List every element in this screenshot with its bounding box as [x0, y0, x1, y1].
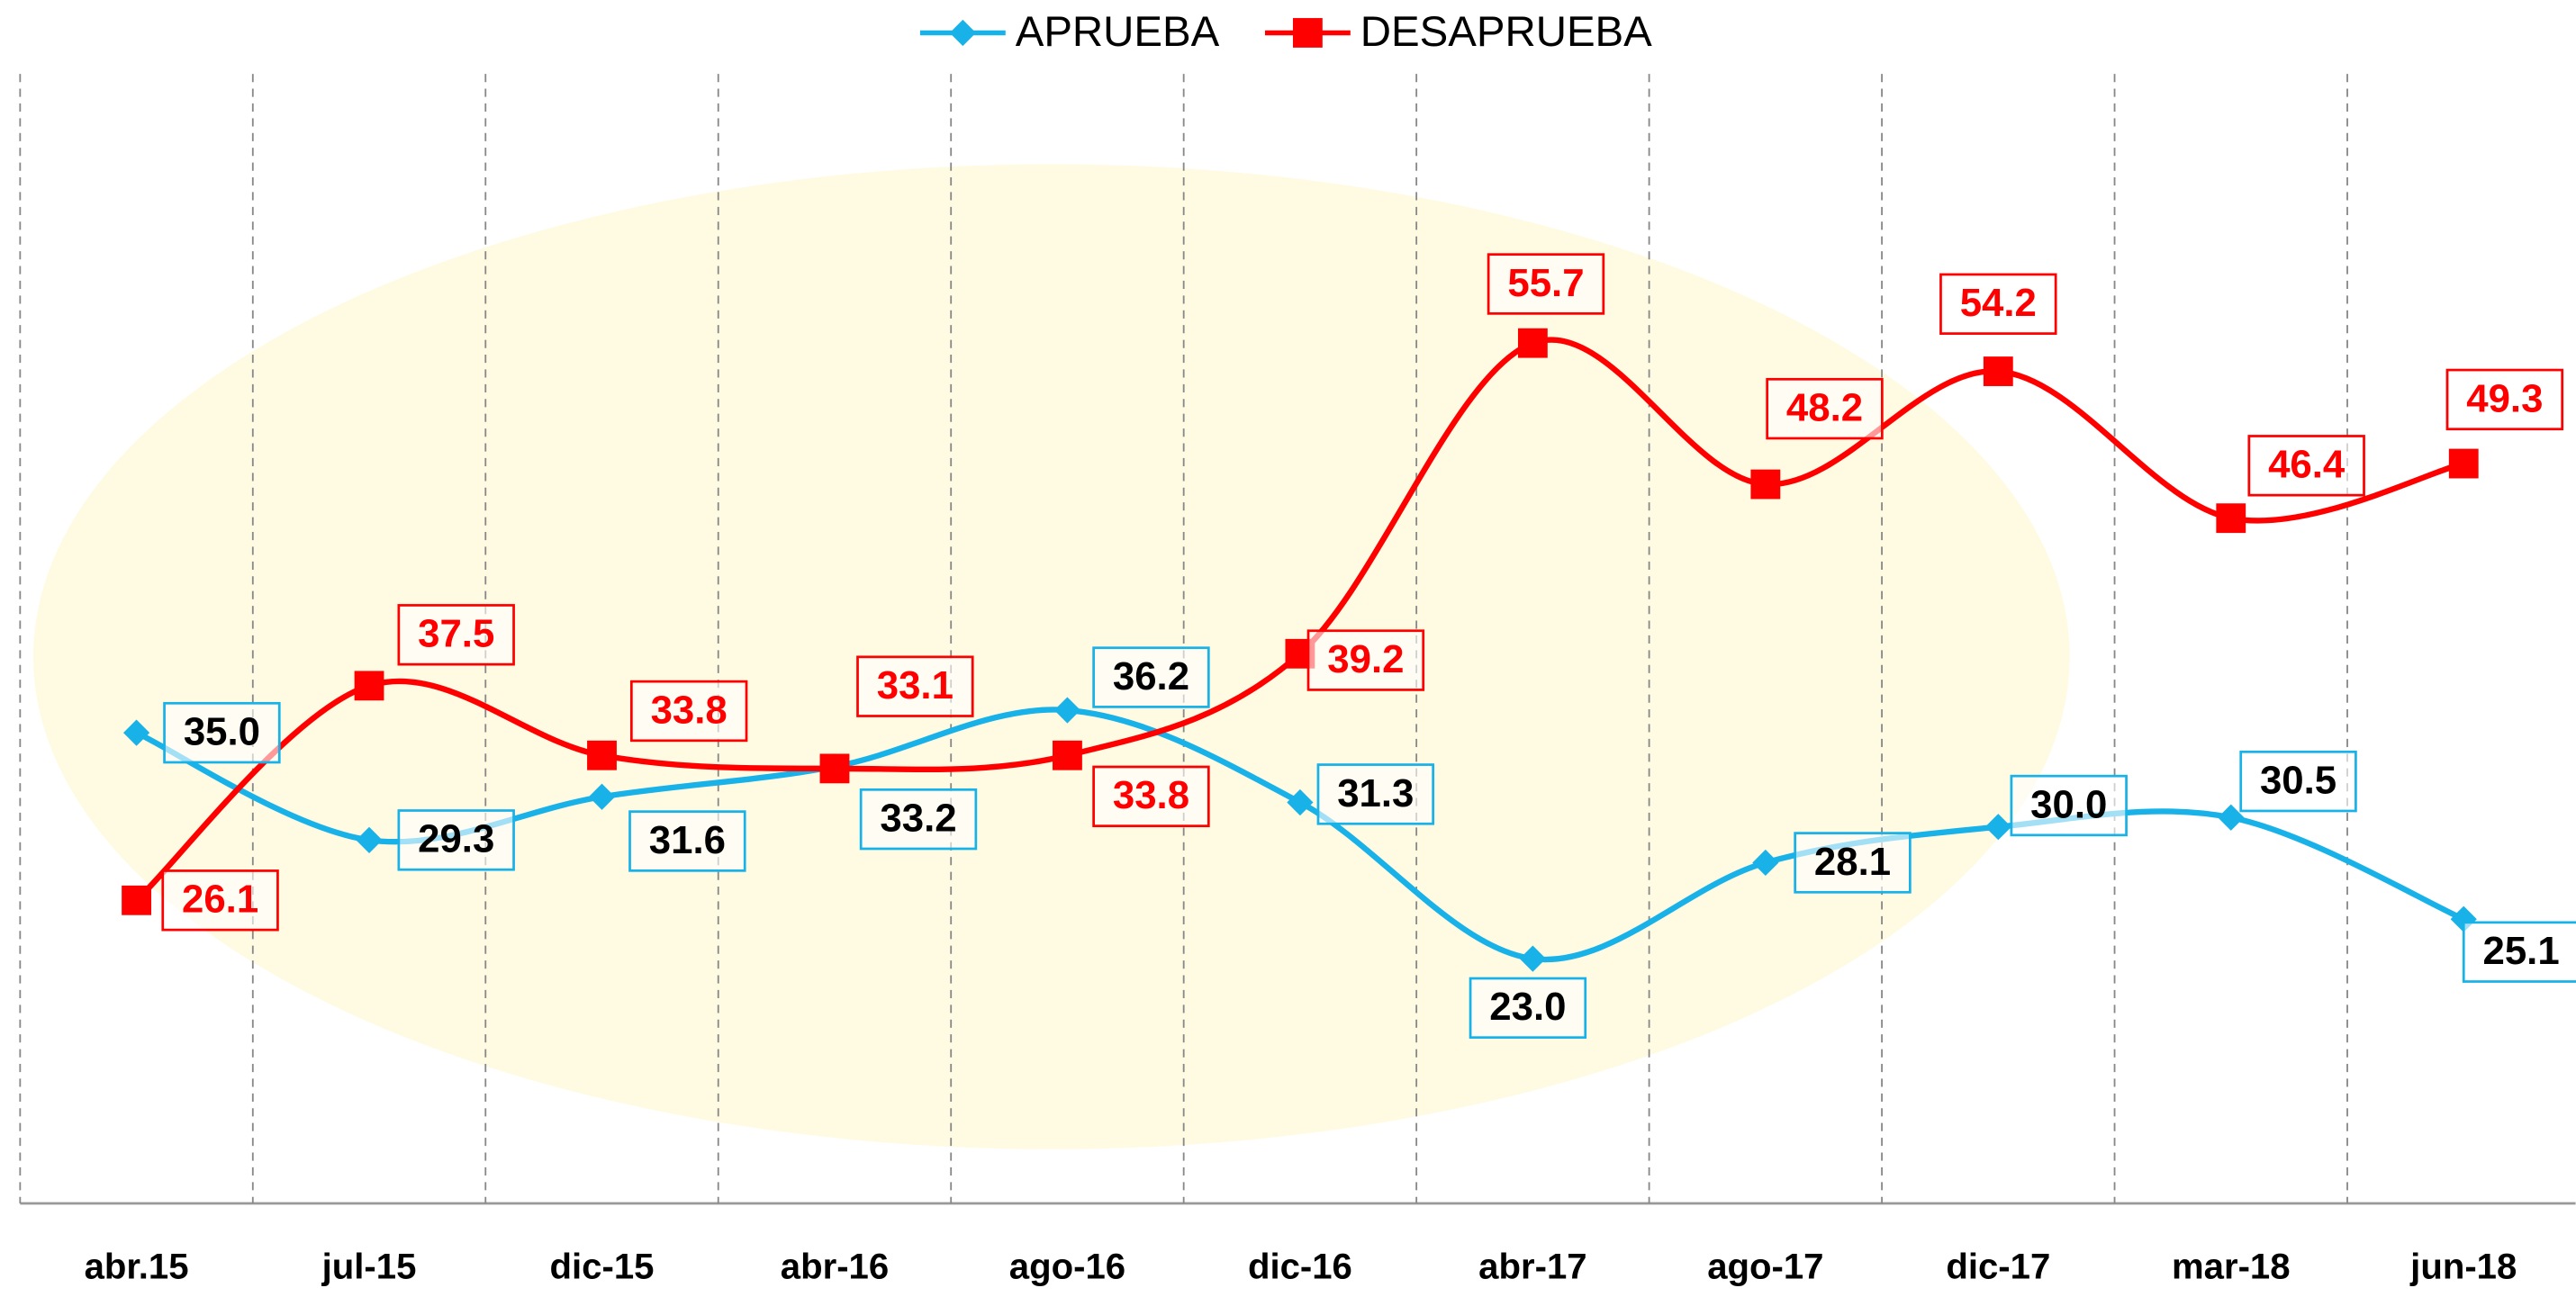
data-label: 28.1: [1814, 840, 1891, 884]
x-tick-label: dic-17: [1946, 1247, 2050, 1287]
data-label: 30.5: [2260, 759, 2336, 803]
legend-marker: [1292, 18, 1323, 48]
data-label: 31.6: [649, 818, 726, 862]
data-label-box: [1766, 377, 1884, 440]
watermark: [32, 164, 2070, 1149]
data-point: [1287, 788, 1314, 816]
data-label-box: [1939, 273, 2057, 335]
data-point: [1053, 740, 1082, 770]
data-label-box: [1316, 763, 1435, 825]
data-point: [2218, 804, 2245, 831]
data-label: 35.0: [184, 710, 260, 754]
data-label-box: [163, 701, 281, 764]
data-label: 29.3: [418, 817, 494, 861]
data-label-box: [1092, 765, 1210, 828]
data-point: [1752, 849, 1779, 877]
x-tick-label: ago-17: [1707, 1247, 1823, 1287]
data-point: [819, 753, 850, 784]
legend-label: APRUEBA: [1016, 8, 1220, 56]
data-label: 48.2: [1786, 386, 1863, 430]
data-point: [587, 740, 617, 770]
x-tick-label: abr-16: [781, 1247, 889, 1287]
legend-marker: [949, 19, 976, 47]
data-label: 33.1: [877, 663, 954, 707]
data-label-box: [397, 809, 515, 871]
data-point: [1983, 356, 2013, 386]
data-label-box: [856, 655, 974, 717]
data-label: 26.1: [182, 878, 258, 922]
data-label: 54.2: [1960, 281, 2037, 325]
data-label-box: [629, 680, 748, 743]
x-tick-label: jul-15: [321, 1247, 417, 1287]
data-label-box: [2445, 368, 2564, 431]
data-label-box: [2247, 435, 2365, 497]
x-tick-label: dic-15: [550, 1247, 655, 1287]
data-label: 37.5: [418, 612, 494, 656]
data-label: 49.3: [2466, 376, 2543, 420]
data-point: [1517, 328, 1548, 358]
data-point: [2216, 503, 2246, 534]
x-tick-label: jun-18: [2409, 1247, 2517, 1287]
x-tick-label: ago-16: [1009, 1247, 1125, 1287]
data-point: [354, 671, 384, 701]
data-label-box: [1469, 977, 1587, 1040]
legend-label: DESAPRUEBA: [1360, 8, 1652, 56]
data-label-box: [1092, 646, 1210, 708]
data-point: [588, 783, 616, 810]
data-label: 31.3: [1337, 771, 1414, 815]
data-label: 23.0: [1489, 985, 1566, 1029]
data-point: [356, 826, 383, 853]
data-label-box: [397, 604, 515, 666]
data-point: [122, 719, 150, 746]
data-label-box: [1306, 629, 1425, 691]
data-label: 33.2: [880, 797, 956, 841]
data-label: 33.8: [1113, 773, 1189, 817]
data-label-box: [1487, 253, 1605, 315]
data-label: 36.2: [1113, 654, 1189, 698]
x-tick-label: dic-16: [1248, 1247, 1352, 1287]
data-label-box: [2010, 774, 2128, 837]
data-point: [1519, 945, 1546, 972]
series-line: [134, 337, 2464, 903]
data-label: 39.2: [1327, 637, 1404, 681]
data-point: [2448, 448, 2479, 479]
data-label: 30.0: [2030, 782, 2107, 826]
data-label: 25.1: [2482, 929, 2559, 973]
data-label: 33.8: [651, 688, 728, 732]
x-tick-label: abr.15: [85, 1247, 189, 1287]
data-label-box: [1794, 832, 1912, 894]
data-label-box: [859, 788, 978, 851]
data-label-box: [161, 869, 279, 932]
data-point: [122, 885, 151, 915]
data-label: 55.7: [1507, 261, 1584, 305]
x-tick-label: abr-17: [1478, 1247, 1586, 1287]
x-tick-label: mar-18: [2172, 1247, 2291, 1287]
data-label-box: [2239, 750, 2357, 813]
data-label-box: [2462, 921, 2576, 983]
data-label: 46.4: [2268, 443, 2346, 487]
data-label-box: [628, 810, 746, 872]
data-point: [1750, 469, 1781, 500]
